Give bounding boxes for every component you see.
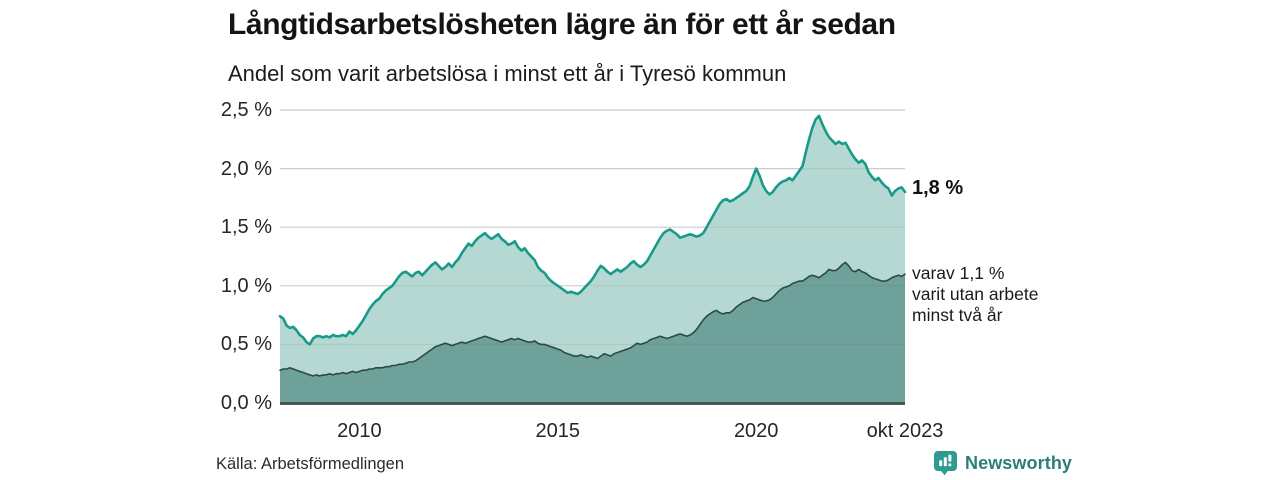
chart-title: Långtidsarbetslösheten lägre än för ett … [228, 8, 896, 41]
newsworthy-wordmark: Newsworthy [965, 452, 1073, 473]
x-tick: 2015 [535, 420, 581, 442]
newsworthy-icon [933, 450, 958, 476]
y-tick: 0,5 % [220, 333, 272, 356]
y-tick: 2,5 % [220, 99, 272, 121]
x-tick: 2010 [337, 420, 382, 442]
annotation-line: minst två år [912, 305, 1003, 326]
subseries-annotation: varav 1,1 % varit utan arbete minst två … [912, 263, 1038, 326]
source-note: Källa: Arbetsförmedlingen [216, 455, 405, 473]
annotation-line: varav 1,1 % [912, 263, 1005, 284]
annotation-line: varit utan arbete [912, 284, 1039, 305]
x-tick: okt 2023 [866, 420, 944, 442]
series-end-value-label: 1,8 % [912, 177, 964, 200]
y-tick: 1,0 % [220, 274, 272, 297]
y-tick: 2,0 % [220, 157, 272, 180]
y-tick: 1,5 % [220, 216, 272, 239]
newsworthy-logo[interactable]: Newsworthy [933, 450, 1072, 476]
y-tick: 0,0 % [220, 392, 272, 414]
chart-subtitle: Andel som varit arbetslösa i minst ett å… [228, 61, 787, 86]
x-tick: 2020 [733, 420, 779, 442]
